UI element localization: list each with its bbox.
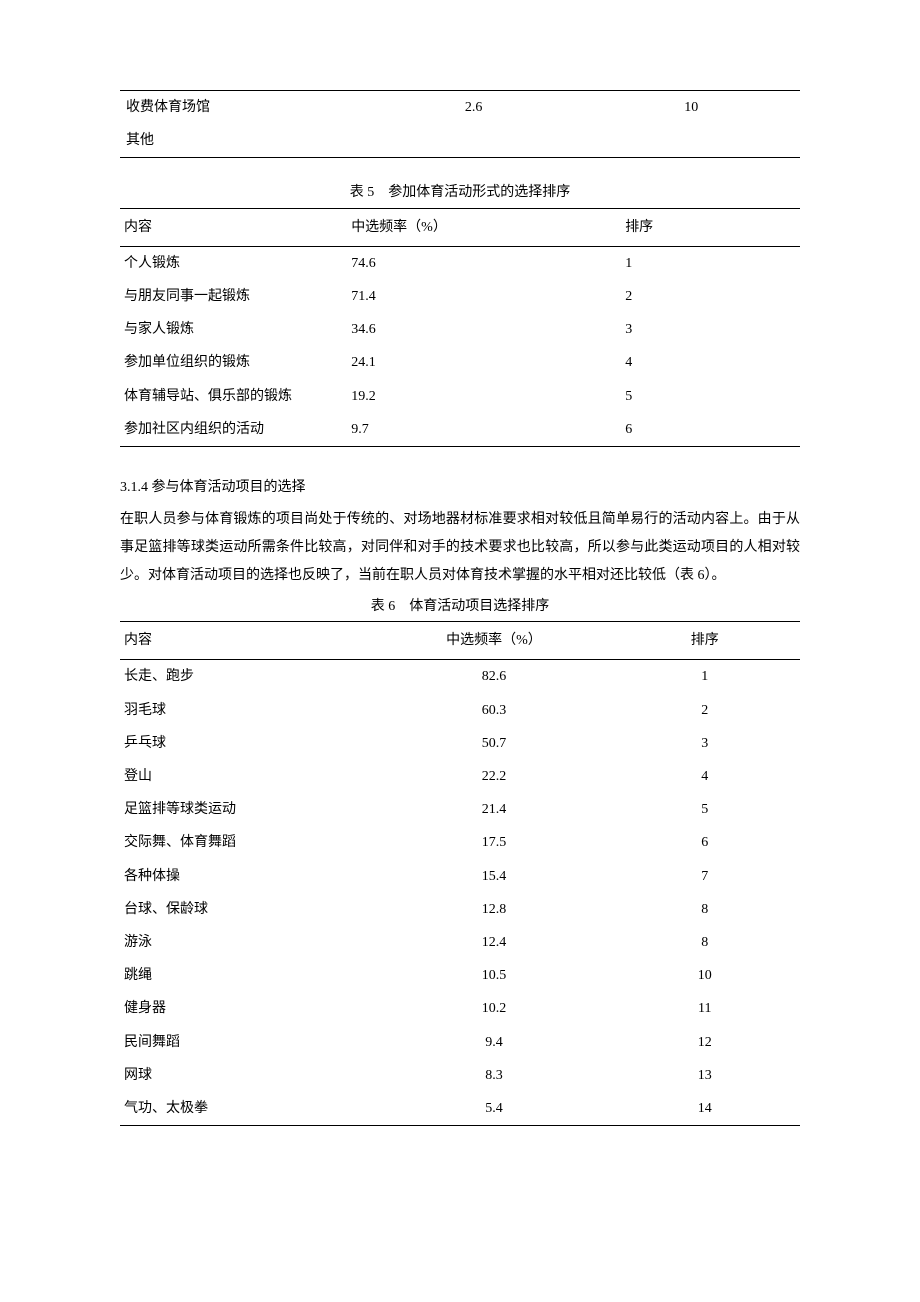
t6-r13-rank: 14 — [610, 1092, 800, 1126]
t5-r5-rank: 6 — [555, 413, 800, 447]
t5-r1-label: 与朋友同事一起锻炼 — [120, 280, 351, 313]
t6-r0-label: 长走、跑步 — [120, 660, 378, 694]
t6-r5-freq: 17.5 — [378, 826, 609, 859]
t4-row0-label: 收费体育场馆 — [120, 91, 365, 125]
section-314-heading: 3.1.4 参与体育活动项目的选择 — [120, 475, 800, 500]
table5: 内容 中选频率（%） 排序 个人锻炼 74.6 1 与朋友同事一起锻炼 71.4… — [120, 208, 800, 447]
t6-r12-freq: 8.3 — [378, 1059, 609, 1092]
t4-row0-rank: 10 — [582, 91, 800, 125]
t6-r11-label: 民间舞蹈 — [120, 1026, 378, 1059]
t6-r8-rank: 8 — [610, 926, 800, 959]
t4-row1-freq — [365, 124, 583, 158]
t5-r3-rank: 4 — [555, 346, 800, 379]
t6-r7-label: 台球、保龄球 — [120, 893, 378, 926]
t5-h0: 内容 — [120, 208, 351, 246]
t6-r2-freq: 50.7 — [378, 727, 609, 760]
t6-r2-rank: 3 — [610, 727, 800, 760]
t6-r1-rank: 2 — [610, 694, 800, 727]
t6-r6-freq: 15.4 — [378, 860, 609, 893]
t6-r6-rank: 7 — [610, 860, 800, 893]
t5-r0-label: 个人锻炼 — [120, 246, 351, 280]
t6-r10-freq: 10.2 — [378, 992, 609, 1025]
t6-r3-label: 登山 — [120, 760, 378, 793]
t6-h2: 排序 — [610, 622, 800, 660]
t6-r7-rank: 8 — [610, 893, 800, 926]
t4-row0-freq: 2.6 — [365, 91, 583, 125]
t6-h1: 中选频率（%） — [378, 622, 609, 660]
t5-r2-label: 与家人锻炼 — [120, 313, 351, 346]
t6-r13-freq: 5.4 — [378, 1092, 609, 1126]
t6-r9-rank: 10 — [610, 959, 800, 992]
t5-r3-label: 参加单位组织的锻炼 — [120, 346, 351, 379]
t5-r4-rank: 5 — [555, 380, 800, 413]
t4-row1-rank — [582, 124, 800, 158]
t6-r11-freq: 9.4 — [378, 1026, 609, 1059]
t5-r4-freq: 19.2 — [351, 380, 555, 413]
t6-r1-freq: 60.3 — [378, 694, 609, 727]
t6-r9-label: 跳绳 — [120, 959, 378, 992]
t6-r4-label: 足篮排等球类运动 — [120, 793, 378, 826]
table4-tail: 收费体育场馆 2.6 10 其他 — [120, 90, 800, 158]
t5-r1-freq: 71.4 — [351, 280, 555, 313]
t6-r3-rank: 4 — [610, 760, 800, 793]
t5-r5-freq: 9.7 — [351, 413, 555, 447]
t5-r0-rank: 1 — [555, 246, 800, 280]
t6-r12-rank: 13 — [610, 1059, 800, 1092]
t6-r4-freq: 21.4 — [378, 793, 609, 826]
t4-row1-label: 其他 — [120, 124, 365, 158]
t5-r0-freq: 74.6 — [351, 246, 555, 280]
t6-r8-label: 游泳 — [120, 926, 378, 959]
t6-r5-rank: 6 — [610, 826, 800, 859]
t6-r8-freq: 12.4 — [378, 926, 609, 959]
t5-h2: 排序 — [555, 208, 800, 246]
t6-r10-label: 健身器 — [120, 992, 378, 1025]
table6: 内容 中选频率（%） 排序 长走、跑步 82.6 1 羽毛球 60.3 2 乒乓… — [120, 621, 800, 1126]
t6-r0-freq: 82.6 — [378, 660, 609, 694]
t5-h1: 中选频率（%） — [351, 208, 555, 246]
table5-caption: 表 5 参加体育活动形式的选择排序 — [120, 180, 800, 205]
t6-r13-label: 气功、太极拳 — [120, 1092, 378, 1126]
t6-r0-rank: 1 — [610, 660, 800, 694]
t5-r2-rank: 3 — [555, 313, 800, 346]
t6-r7-freq: 12.8 — [378, 893, 609, 926]
t6-r11-rank: 12 — [610, 1026, 800, 1059]
t5-r2-freq: 34.6 — [351, 313, 555, 346]
t5-r3-freq: 24.1 — [351, 346, 555, 379]
t6-r2-label: 乒乓球 — [120, 727, 378, 760]
t5-r5-label: 参加社区内组织的活动 — [120, 413, 351, 447]
section-314-para: 在职人员参与体育锻炼的项目尚处于传统的、对场地器材标准要求相对较低且简单易行的活… — [120, 506, 800, 590]
t6-r1-label: 羽毛球 — [120, 694, 378, 727]
t6-h0: 内容 — [120, 622, 378, 660]
t6-r9-freq: 10.5 — [378, 959, 609, 992]
table6-caption: 表 6 体育活动项目选择排序 — [120, 594, 800, 619]
t5-r1-rank: 2 — [555, 280, 800, 313]
t6-r3-freq: 22.2 — [378, 760, 609, 793]
t6-r12-label: 网球 — [120, 1059, 378, 1092]
t5-r4-label: 体育辅导站、俱乐部的锻炼 — [120, 380, 351, 413]
t6-r4-rank: 5 — [610, 793, 800, 826]
t6-r5-label: 交际舞、体育舞蹈 — [120, 826, 378, 859]
t6-r10-rank: 11 — [610, 992, 800, 1025]
t6-r6-label: 各种体操 — [120, 860, 378, 893]
